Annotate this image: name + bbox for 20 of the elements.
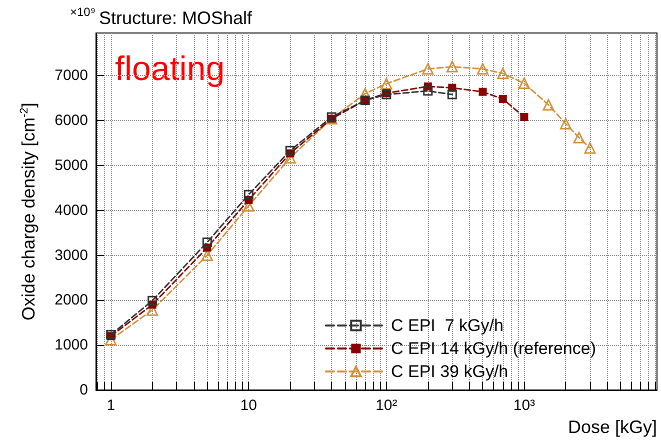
y-axis-title: Oxide charge density [cm-2] [18,102,38,320]
text: ×10⁹ [70,5,96,19]
legend-label: C EPI 14 kGy/h (reference) [390,339,596,358]
y-tick-label: 1000 [54,336,88,354]
chart-title: Structure: MOShalf [99,8,254,28]
y-tick-label: 4000 [54,202,88,219]
legend-label: C EPI 39 kGy/h [390,362,508,381]
x-tick-label: 10² [376,397,398,414]
y-tick-label: 7000 [54,67,88,84]
y-tick-label: 5000 [54,156,88,174]
annotation: floating [115,50,225,88]
y-tick-label: 2000 [54,292,88,309]
x-tick-label: 1 [106,397,116,414]
y-tick-label: 6000 [54,112,88,130]
x-axis-title: Dose [kGy] [568,417,657,437]
y-tick-label: 0 [80,382,88,398]
x-tick-label: 10³ [513,397,536,414]
legend-label: C EPI 7 kGy/h [390,316,504,335]
y-tick-label: 3000 [54,246,88,264]
x-tick-label: 10 [240,397,257,414]
